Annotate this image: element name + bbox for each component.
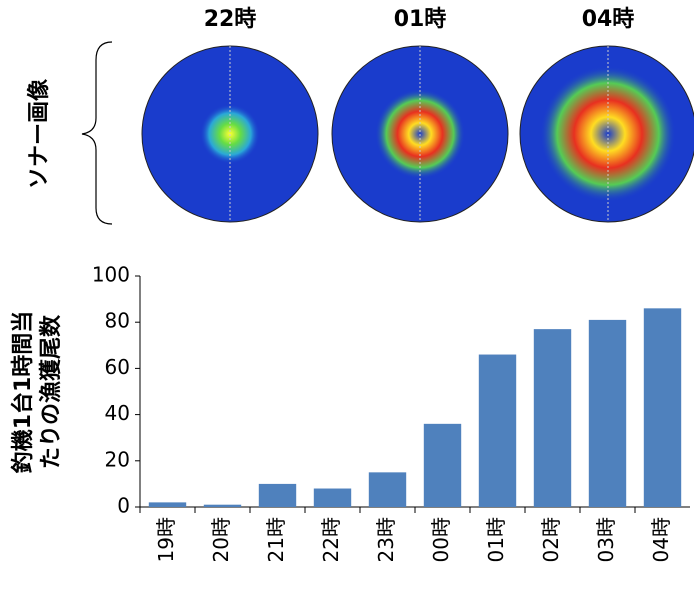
sonar-time: 22時 <box>204 7 257 32</box>
bar <box>259 484 296 507</box>
x-tick-label: 22時 <box>319 517 343 562</box>
bar <box>369 472 406 507</box>
y-tick-label: 40 <box>105 401 130 425</box>
sonar-label: ソナー画像 <box>26 78 52 189</box>
x-tick-label: 02時 <box>539 517 563 562</box>
brace <box>82 42 112 224</box>
x-tick-label: 01時 <box>484 517 508 562</box>
y-tick-label: 80 <box>105 309 130 333</box>
x-tick-label: 19時 <box>154 517 178 562</box>
x-tick-label: 20時 <box>209 517 233 562</box>
bar <box>644 308 681 507</box>
bar <box>424 424 461 507</box>
y-tick-label: 60 <box>105 355 130 379</box>
y-tick-label: 100 <box>92 263 130 287</box>
sonar-time: 04時 <box>582 7 635 32</box>
y-tick-label: 20 <box>105 447 130 471</box>
x-tick-label: 23時 <box>374 517 398 562</box>
x-tick-label: 03時 <box>594 517 618 562</box>
bar <box>204 505 241 507</box>
x-tick-label: 00時 <box>429 517 453 562</box>
sonar-time: 01時 <box>394 7 447 32</box>
y-axis-label: たりの漁獲尾数 <box>38 314 64 469</box>
y-axis-label: 釣機1台1時間当 <box>10 311 36 474</box>
page: ソナー画像 22時 01時 04時 釣機1台1時間当 たりの漁獲尾数 0 20 40… <box>0 0 694 585</box>
bar <box>149 502 186 507</box>
bar <box>479 355 516 507</box>
x-tick-label: 21時 <box>264 517 288 562</box>
bar <box>314 489 351 507</box>
x-tick-label: 04時 <box>649 517 673 562</box>
bar <box>589 320 626 507</box>
y-tick-label: 0 <box>117 494 130 518</box>
sonar-images <box>142 46 694 222</box>
bar <box>534 329 571 507</box>
